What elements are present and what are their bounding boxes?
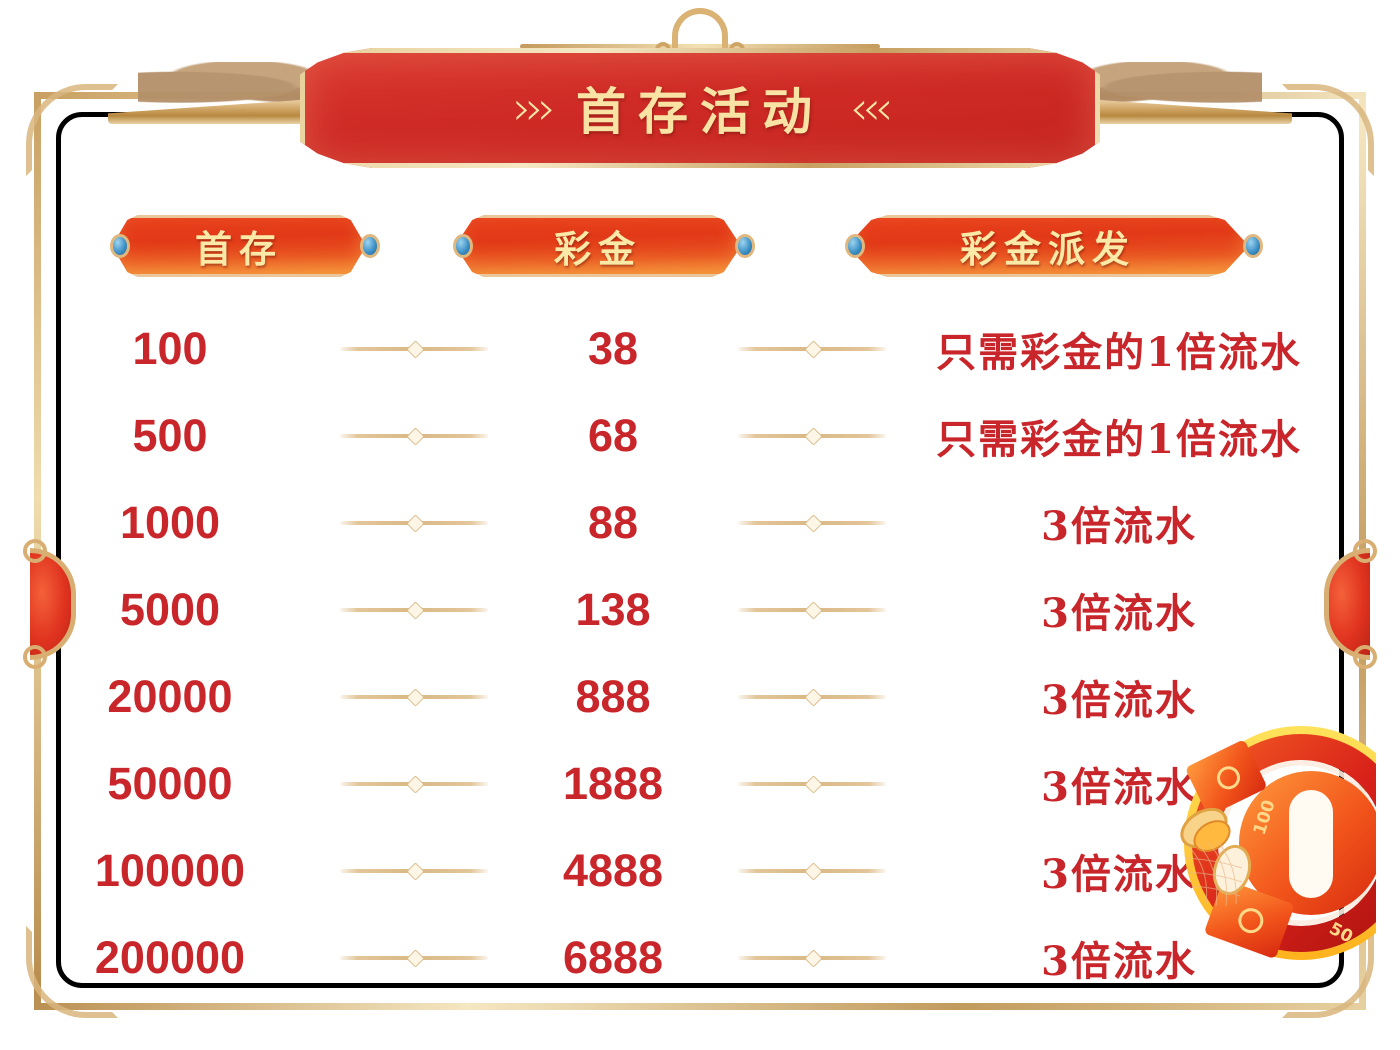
table-row: 50000 1888 3倍流水: [0, 740, 1400, 827]
column-header-deposit-label: 首存: [195, 227, 283, 271]
hanging-hook-icon: [672, 8, 728, 52]
column-headers: 首存 彩金 彩金派发: [0, 215, 1400, 285]
cell-bonus: 6888: [562, 931, 664, 983]
cell-payout-note: 3倍流水: [1041, 937, 1197, 985]
chevrons-left-icon: ›››: [512, 81, 556, 135]
column-header-bonus: 彩金: [455, 215, 741, 277]
gem-icon: [110, 234, 130, 258]
connector-line: [340, 781, 488, 786]
connector-line: [738, 433, 886, 438]
table-row: 20000 888 3倍流水: [0, 653, 1400, 740]
cell-payout-note: 3倍流水: [1041, 850, 1197, 898]
gem-icon: [1243, 234, 1263, 258]
cell-bonus: 4888: [562, 844, 664, 896]
cell-bonus: 88: [587, 496, 639, 548]
gem-icon: [453, 234, 473, 258]
connector-line: [340, 694, 488, 699]
chevrons-right-icon: ‹‹‹: [850, 81, 893, 135]
connector-line: [340, 346, 488, 351]
gem-icon: [845, 234, 865, 258]
frame-corner-top-left: [26, 84, 118, 176]
table-row: 5000 138 3倍流水: [0, 566, 1400, 653]
table-row: 100 38 只需彩金的1倍流水: [0, 305, 1400, 392]
connector-line: [340, 607, 488, 612]
column-header-payout: 彩金派发: [847, 215, 1249, 277]
cell-deposit: 1000: [119, 496, 221, 548]
cell-payout-note: 3倍流水: [1041, 589, 1197, 637]
frame-corner-bottom-left: [26, 926, 118, 1018]
connector-line: [738, 346, 886, 351]
connector-line: [738, 520, 886, 525]
cell-deposit: 500: [132, 409, 208, 461]
connector-line: [738, 868, 886, 873]
cell-bonus: 68: [587, 409, 639, 461]
cell-payout-note: 只需彩金的1倍流水: [936, 415, 1302, 463]
table-row: 1000 88 3倍流水: [0, 479, 1400, 566]
connector-line: [738, 781, 886, 786]
frame-corner-bottom-right: [1282, 926, 1374, 1018]
cell-payout-note: 3倍流水: [1041, 676, 1197, 724]
cell-payout-note: 只需彩金的1倍流水: [936, 328, 1302, 376]
connector-line: [738, 607, 886, 612]
frame-corner-top-right: [1282, 84, 1374, 176]
table-row: 200000 6888 3倍流水: [0, 914, 1400, 1001]
cell-deposit: 100000: [94, 844, 246, 896]
table-row: 500 68 只需彩金的1倍流水: [0, 392, 1400, 479]
column-header-deposit: 首存: [112, 215, 366, 277]
cell-deposit: 50000: [107, 757, 233, 809]
cell-bonus: 138: [575, 583, 651, 635]
cell-deposit: 20000: [107, 670, 233, 722]
connector-line: [340, 520, 488, 525]
cell-bonus: 888: [575, 670, 651, 722]
column-header-payout-label: 彩金派发: [960, 227, 1136, 271]
connector-line: [340, 955, 488, 960]
cell-bonus: 1888: [562, 757, 664, 809]
cell-payout-note: 3倍流水: [1041, 502, 1197, 550]
cell-deposit: 5000: [119, 583, 221, 635]
cell-bonus: 38: [587, 322, 639, 374]
cell-deposit: 100: [132, 322, 208, 374]
gem-icon: [360, 234, 380, 258]
connector-line: [738, 955, 886, 960]
title-banner: ››› 首存活动 ‹‹‹: [300, 48, 1100, 168]
column-header-bonus-label: 彩金: [554, 227, 642, 271]
table-row: 100000 4888 3倍流水: [0, 827, 1400, 914]
connector-line: [340, 868, 488, 873]
cell-payout-note: 3倍流水: [1041, 763, 1197, 811]
gem-icon: [735, 234, 755, 258]
connector-line: [738, 694, 886, 699]
page-title: 首存活动: [576, 82, 824, 141]
cell-deposit: 200000: [94, 931, 246, 983]
bonus-table: 100 38 只需彩金的1倍流水 500 68 只需彩金的1倍流水 1000 88 3倍流水 50…: [0, 305, 1400, 1001]
connector-line: [340, 433, 488, 438]
